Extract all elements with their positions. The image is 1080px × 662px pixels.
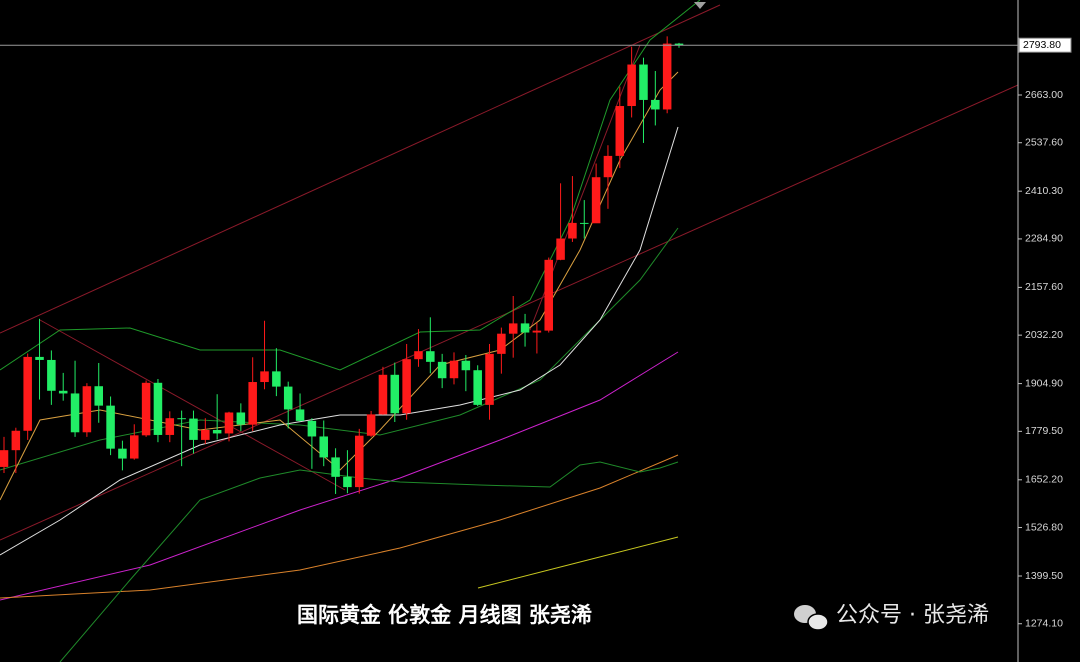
candle-body — [568, 222, 577, 239]
candles — [0, 36, 684, 494]
candle-body — [307, 420, 317, 437]
candle-body — [497, 333, 506, 354]
candle-body — [236, 412, 246, 425]
candle-body — [674, 43, 684, 46]
moving-average — [59, 461, 679, 662]
candle-body — [639, 64, 648, 100]
candle-body — [295, 409, 305, 421]
candle-body — [130, 435, 139, 459]
y-tick-label: 1904.90 — [1025, 377, 1063, 389]
candle-body — [212, 430, 222, 434]
y-tick-label: 2032.20 — [1025, 329, 1063, 341]
candle-body — [94, 386, 103, 406]
candle-body — [390, 374, 400, 414]
candle-body — [118, 448, 127, 459]
candle-body — [82, 386, 92, 433]
candle-body — [165, 418, 175, 435]
candle-body — [355, 435, 364, 488]
channel-line — [0, 4, 721, 334]
candle-body — [141, 382, 151, 436]
candle-body — [461, 360, 471, 371]
candle-body — [224, 412, 234, 434]
candle-body — [591, 177, 601, 224]
candle-body — [343, 476, 352, 488]
current-price-box — [1018, 37, 1072, 53]
channel-line — [39, 319, 346, 491]
candle-body — [662, 43, 672, 110]
y-tick-label: 2157.60 — [1025, 281, 1063, 293]
moving-average — [0, 126, 679, 556]
candle-body — [201, 430, 210, 440]
candle-body — [106, 405, 115, 449]
candle-body — [544, 259, 553, 331]
candle-body — [556, 238, 565, 260]
candle-body — [272, 371, 281, 387]
y-tick-label: 2410.30 — [1025, 185, 1063, 197]
watermark: 公众号 · 张尧浠 — [836, 603, 989, 628]
moving-average — [477, 536, 679, 589]
candle-body — [58, 390, 68, 394]
candle-body — [70, 393, 80, 433]
candle-body — [189, 418, 198, 440]
candle-body — [248, 382, 257, 425]
bollinger-band — [0, 0, 701, 371]
y-tick-label: 2284.90 — [1025, 233, 1063, 245]
candle-body — [331, 457, 340, 477]
shift-marker — [694, 2, 706, 9]
candle-body — [615, 106, 625, 156]
candle-body — [378, 374, 388, 415]
candle-body — [473, 370, 482, 405]
candle-body — [603, 155, 613, 178]
candle-body — [35, 356, 44, 360]
candle-body — [437, 361, 447, 379]
candle-body — [426, 351, 435, 362]
candle-body — [580, 222, 589, 224]
candle-body — [449, 360, 459, 379]
candle-body — [319, 436, 328, 458]
caption: 国际黄金 伦敦金 月线图 张尧浠 — [297, 603, 592, 627]
candle-body — [0, 450, 9, 467]
candle-body — [627, 64, 636, 107]
candle-body — [414, 351, 423, 360]
candle-body — [260, 371, 269, 383]
moving-average — [0, 454, 679, 599]
y-tick-label: 1399.50 — [1025, 570, 1063, 582]
candle-body — [651, 99, 660, 110]
candle-body — [366, 414, 376, 436]
candle-body — [23, 356, 32, 431]
y-tick-label: 1526.80 — [1025, 521, 1063, 533]
candle-body — [153, 382, 163, 435]
y-tick-label: 1779.50 — [1025, 425, 1063, 437]
price-axis: 1274.10 1399.50 1526.80 1652.20 1779.50 1904.… — [1018, 37, 1072, 630]
y-tick-label: 2663.00 — [1025, 89, 1063, 101]
candle-body — [177, 418, 186, 420]
candle-body — [283, 386, 293, 410]
wechat-icon — [794, 605, 829, 631]
candle-body — [11, 430, 21, 451]
y-tick-label: 1652.20 — [1025, 474, 1063, 486]
candle-body — [532, 330, 542, 333]
candle-body — [508, 323, 518, 334]
candle-body — [520, 323, 530, 333]
current-price-label: 2793.80 — [1023, 39, 1061, 51]
candle-body — [485, 353, 494, 405]
candle-body — [402, 359, 411, 414]
y-tick-label: 2537.60 — [1025, 137, 1063, 149]
moving-average — [0, 351, 679, 601]
y-tick-label: 1274.10 — [1025, 618, 1063, 630]
candle-body — [47, 359, 56, 391]
